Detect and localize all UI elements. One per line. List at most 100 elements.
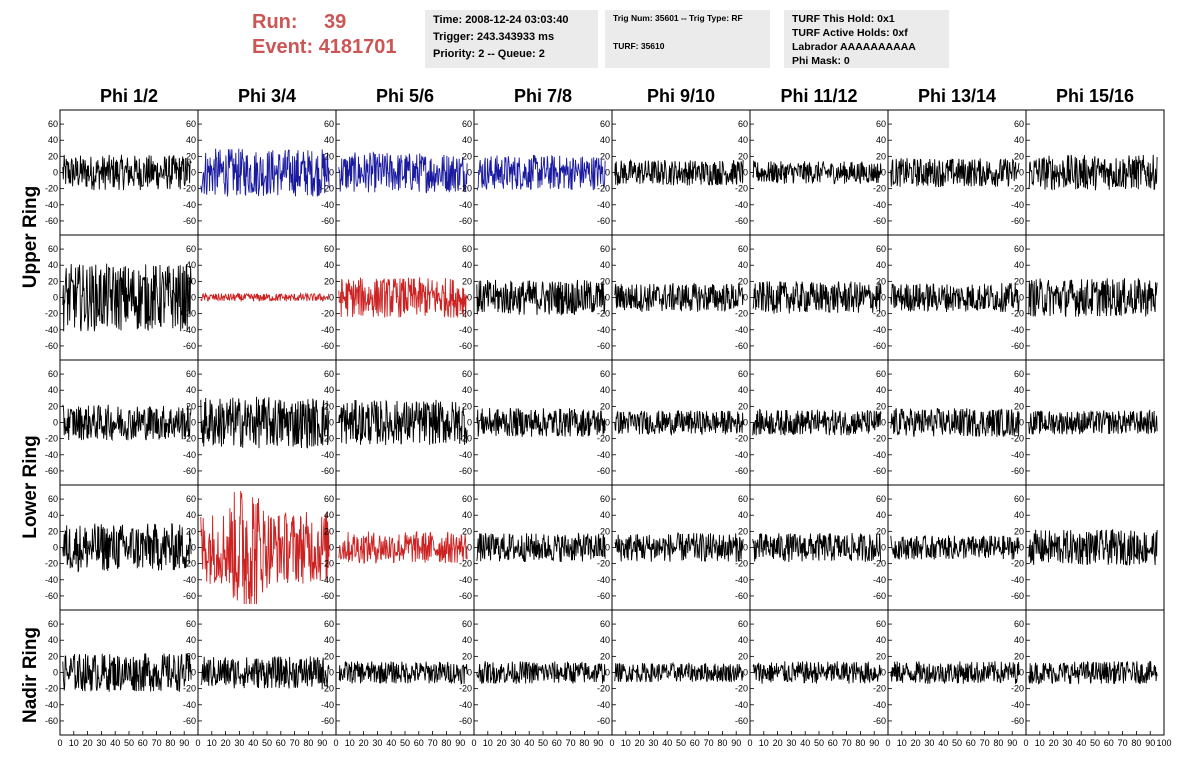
waveform-line (1028, 528, 1158, 566)
y-tick-label: 20 (738, 151, 748, 161)
y-tick-label: 20 (876, 276, 886, 286)
x-tick-label: 90 (1145, 738, 1155, 748)
x-tick-label: 30 (1062, 738, 1072, 748)
y-tick-label: 0 (605, 168, 610, 178)
turf-info-box: TURF This Hold: 0x1 TURF Active Holds: 0… (784, 10, 949, 68)
turf-active-text: TURF Active Holds: 0xf (792, 27, 908, 39)
y-tick-label: 0 (191, 543, 196, 553)
y-tick-label: 40 (324, 385, 334, 395)
x-tick-label: 80 (993, 738, 1003, 748)
y-tick-label: 60 (738, 494, 748, 504)
y-tick-label: -20 (45, 684, 58, 694)
y-tick-label: -20 (459, 684, 472, 694)
x-tick-label: 70 (290, 738, 300, 748)
y-tick-label: 20 (600, 651, 610, 661)
y-tick-label: 20 (324, 401, 334, 411)
y-tick-label: 20 (1014, 276, 1024, 286)
x-tick-label: 30 (234, 738, 244, 748)
y-tick-label: 40 (324, 135, 334, 145)
x-tick-label: 0 (609, 738, 614, 748)
y-tick-label: 60 (324, 494, 334, 504)
y-tick-label: 20 (738, 401, 748, 411)
y-tick-label: -60 (459, 341, 472, 351)
y-tick-label: 0 (743, 668, 748, 678)
y-tick-label: -20 (183, 434, 196, 444)
y-tick-label: 0 (329, 668, 334, 678)
y-tick-label: 20 (186, 276, 196, 286)
x-tick-label: 0 (885, 738, 890, 748)
y-tick-label: -20 (183, 559, 196, 569)
y-tick-label: -40 (45, 450, 58, 460)
waveform-line (1028, 409, 1158, 435)
y-tick-label: -20 (459, 434, 472, 444)
column-header-phi-11-12: Phi 11/12 (780, 86, 858, 106)
y-tick-label: -40 (1011, 325, 1024, 335)
y-tick-label: 40 (48, 260, 58, 270)
y-tick-label: 0 (191, 418, 196, 428)
x-tick-label: 100 (1156, 738, 1171, 748)
y-tick-label: -60 (873, 466, 886, 476)
y-tick-label: -20 (321, 184, 334, 194)
y-tick-label: 60 (186, 494, 196, 504)
x-tick-label: 30 (786, 738, 796, 748)
y-tick-label: 0 (329, 543, 334, 553)
y-tick-label: 60 (186, 369, 196, 379)
y-tick-label: 0 (605, 543, 610, 553)
x-tick-label: 50 (538, 738, 548, 748)
x-tick-label: 20 (359, 738, 369, 748)
turf-hold-text: TURF This Hold: 0x1 (792, 13, 895, 25)
y-tick-label: 0 (467, 543, 472, 553)
y-tick-label: 60 (48, 494, 58, 504)
x-tick-label: 10 (759, 738, 769, 748)
x-tick-label: 0 (57, 738, 62, 748)
waveform-line (752, 408, 882, 436)
event-label: Event: (252, 36, 314, 58)
y-tick-label: 60 (462, 619, 472, 629)
waveform-line (752, 160, 882, 185)
y-tick-label: -60 (597, 466, 610, 476)
x-tick-label: 10 (483, 738, 493, 748)
y-tick-label: -60 (1011, 591, 1024, 601)
y-tick-label: 60 (876, 369, 886, 379)
y-tick-label: 20 (738, 651, 748, 661)
y-tick-label: 20 (1014, 651, 1024, 661)
y-tick-label: 60 (324, 619, 334, 629)
y-tick-label: 40 (876, 135, 886, 145)
y-tick-label: 0 (605, 293, 610, 303)
x-tick-label: 40 (386, 738, 396, 748)
column-header-phi-3-4: Phi 3/4 (237, 86, 297, 106)
y-tick-label: 0 (329, 293, 334, 303)
y-tick-label: 0 (605, 668, 610, 678)
waveform-line (338, 277, 468, 318)
y-tick-label: 20 (876, 151, 886, 161)
x-tick-label: 0 (471, 738, 476, 748)
y-tick-label: -20 (735, 559, 748, 569)
column-header-phi-13-14: Phi 13/14 (917, 86, 997, 106)
y-tick-label: 40 (600, 260, 610, 270)
waveform-line (200, 396, 330, 449)
y-tick-label: -40 (45, 575, 58, 585)
y-tick-label: -20 (1011, 684, 1024, 694)
y-tick-label: -20 (873, 434, 886, 444)
y-tick-label: -60 (597, 716, 610, 726)
y-tick-label: 40 (324, 260, 334, 270)
y-tick-label: -20 (597, 684, 610, 694)
y-tick-label: -40 (459, 200, 472, 210)
y-tick-label: -60 (183, 591, 196, 601)
waveform-line (338, 399, 468, 446)
y-tick-label: 60 (876, 244, 886, 254)
x-tick-label: 10 (69, 738, 79, 748)
y-tick-label: 40 (48, 635, 58, 645)
x-tick-label: 10 (207, 738, 217, 748)
waveform-line (1028, 154, 1158, 191)
y-tick-label: -20 (183, 684, 196, 694)
y-tick-label: 40 (462, 510, 472, 520)
x-tick-label: 60 (966, 738, 976, 748)
y-tick-label: 60 (462, 369, 472, 379)
y-tick-label: 60 (600, 619, 610, 629)
y-tick-label: -60 (459, 466, 472, 476)
y-tick-label: 0 (743, 168, 748, 178)
waveform-line (890, 407, 1020, 437)
y-tick-label: 60 (1014, 244, 1024, 254)
y-tick-label: -20 (183, 309, 196, 319)
